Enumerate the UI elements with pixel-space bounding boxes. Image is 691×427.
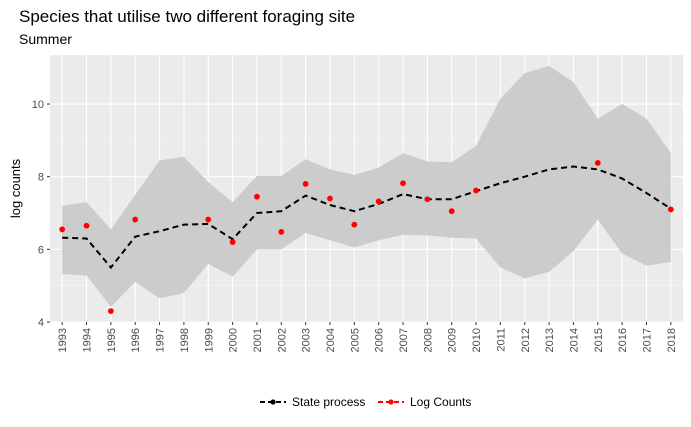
x-tick-label: 2011 xyxy=(495,328,507,352)
y-tick-label: 4 xyxy=(38,317,44,329)
x-tick-label: 2000 xyxy=(228,328,240,352)
data-point-log-counts xyxy=(254,193,260,200)
x-tick-label: 2009 xyxy=(447,328,459,352)
data-point-log-counts xyxy=(327,195,333,202)
x-tick-label: 1996 xyxy=(130,328,142,352)
x-tick-label: 2016 xyxy=(617,328,629,352)
data-point-log-counts xyxy=(594,159,601,166)
chart-subtitle: Summer xyxy=(19,31,72,47)
x-tick-label: 2005 xyxy=(349,328,361,352)
y-axis-title: log counts xyxy=(8,158,23,218)
x-tick-label: 1993 xyxy=(57,328,69,352)
data-point-log-counts xyxy=(83,222,90,229)
data-point-log-counts xyxy=(59,226,66,233)
x-tick-label: 2008 xyxy=(422,328,434,352)
data-point-log-counts xyxy=(448,208,455,215)
x-tick-label: 2015 xyxy=(593,328,605,352)
x-tick-label: 2014 xyxy=(568,328,580,352)
legend: State process Log Counts xyxy=(0,388,691,416)
data-point-log-counts xyxy=(107,308,114,315)
x-tick-label: 1999 xyxy=(203,328,215,352)
x-tick-label: 2002 xyxy=(276,328,288,352)
x-tick-label: 2013 xyxy=(544,328,556,352)
x-tick-label: 1994 xyxy=(82,328,94,352)
data-point-log-counts xyxy=(375,198,382,205)
data-point-log-counts xyxy=(229,239,236,245)
data-point-log-counts xyxy=(400,180,406,187)
legend-item-log-counts: Log Counts xyxy=(376,388,471,416)
x-tick-label: 2012 xyxy=(520,328,532,352)
legend-label-log-counts: Log Counts xyxy=(410,395,472,409)
chart-title: Species that utilise two different forag… xyxy=(19,7,356,26)
data-point-log-counts xyxy=(205,216,212,223)
x-tick-label: 2017 xyxy=(641,328,653,352)
y-tick-label: 8 xyxy=(38,172,44,184)
x-tick-label: 2010 xyxy=(471,328,483,352)
legend-key-state-process xyxy=(260,399,286,405)
legend-key-log-counts xyxy=(378,399,404,405)
x-tick-label: 2001 xyxy=(252,328,264,352)
x-tick-label: 1995 xyxy=(106,328,118,352)
x-tick-label: 1998 xyxy=(179,328,191,352)
data-point-log-counts xyxy=(132,216,139,223)
y-tick-label: 10 xyxy=(32,99,44,111)
x-tick-label: 2004 xyxy=(325,328,337,352)
x-tick-label: 1997 xyxy=(155,328,167,352)
x-tick-label: 2006 xyxy=(374,328,386,352)
series-line-state-process xyxy=(62,165,672,270)
data-point-log-counts xyxy=(278,229,285,235)
data-point-log-counts xyxy=(424,196,431,203)
legend-item-state-process: State process xyxy=(258,388,365,416)
data-point-log-counts xyxy=(351,221,358,228)
x-tick-label: 2003 xyxy=(301,328,313,352)
y-tick-label: 6 xyxy=(38,244,44,256)
confidence-band xyxy=(62,65,671,307)
data-point-log-counts xyxy=(667,206,674,213)
legend-label-state-process: State process xyxy=(292,395,366,409)
x-tick-label: 2007 xyxy=(398,328,410,352)
data-point-log-counts xyxy=(302,181,309,187)
data-point-log-counts xyxy=(473,187,479,194)
x-tick-label: 2018 xyxy=(666,328,678,352)
